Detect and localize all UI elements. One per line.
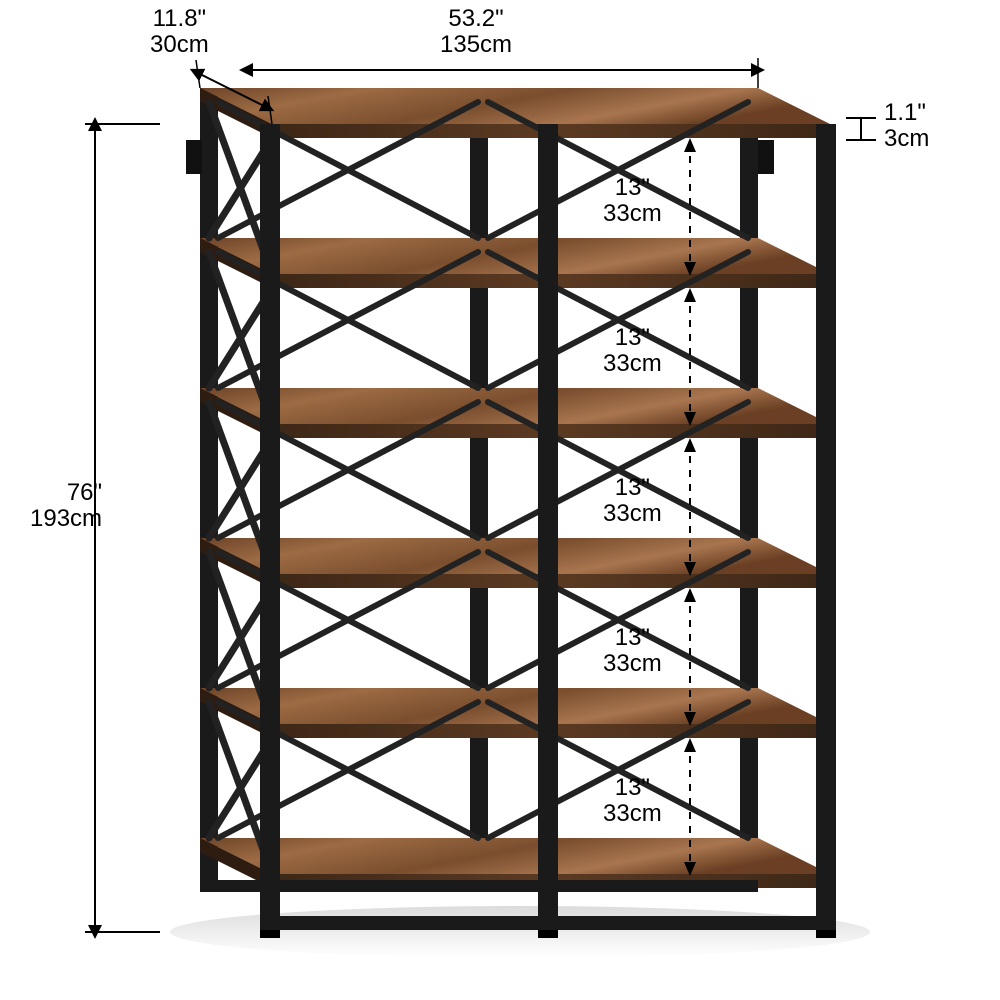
depth-in: 11.8" xyxy=(150,6,209,32)
gap-label-1: 13" 33cm xyxy=(603,175,662,228)
width-in: 53.2" xyxy=(440,6,512,32)
height-in: 76" xyxy=(30,480,102,506)
gap-label-2: 13" 33cm xyxy=(603,325,662,378)
height-cm: 193cm xyxy=(30,506,102,532)
width-cm: 135cm xyxy=(440,32,512,58)
gap-label-4: 13" 33cm xyxy=(603,625,662,678)
gap-label-3: 13" 33cm xyxy=(603,475,662,528)
gap-label-5: 13" 33cm xyxy=(603,775,662,828)
thickness-label: 1.1" 3cm xyxy=(884,100,929,153)
height-label: 76" 193cm xyxy=(30,480,102,533)
depth-cm: 30cm xyxy=(150,32,209,58)
depth-label: 11.8" 30cm xyxy=(150,6,209,59)
shelving-unit xyxy=(160,80,880,960)
thick-cm: 3cm xyxy=(884,126,929,152)
width-label: 53.2" 135cm xyxy=(440,6,512,59)
thick-in: 1.1" xyxy=(884,100,929,126)
